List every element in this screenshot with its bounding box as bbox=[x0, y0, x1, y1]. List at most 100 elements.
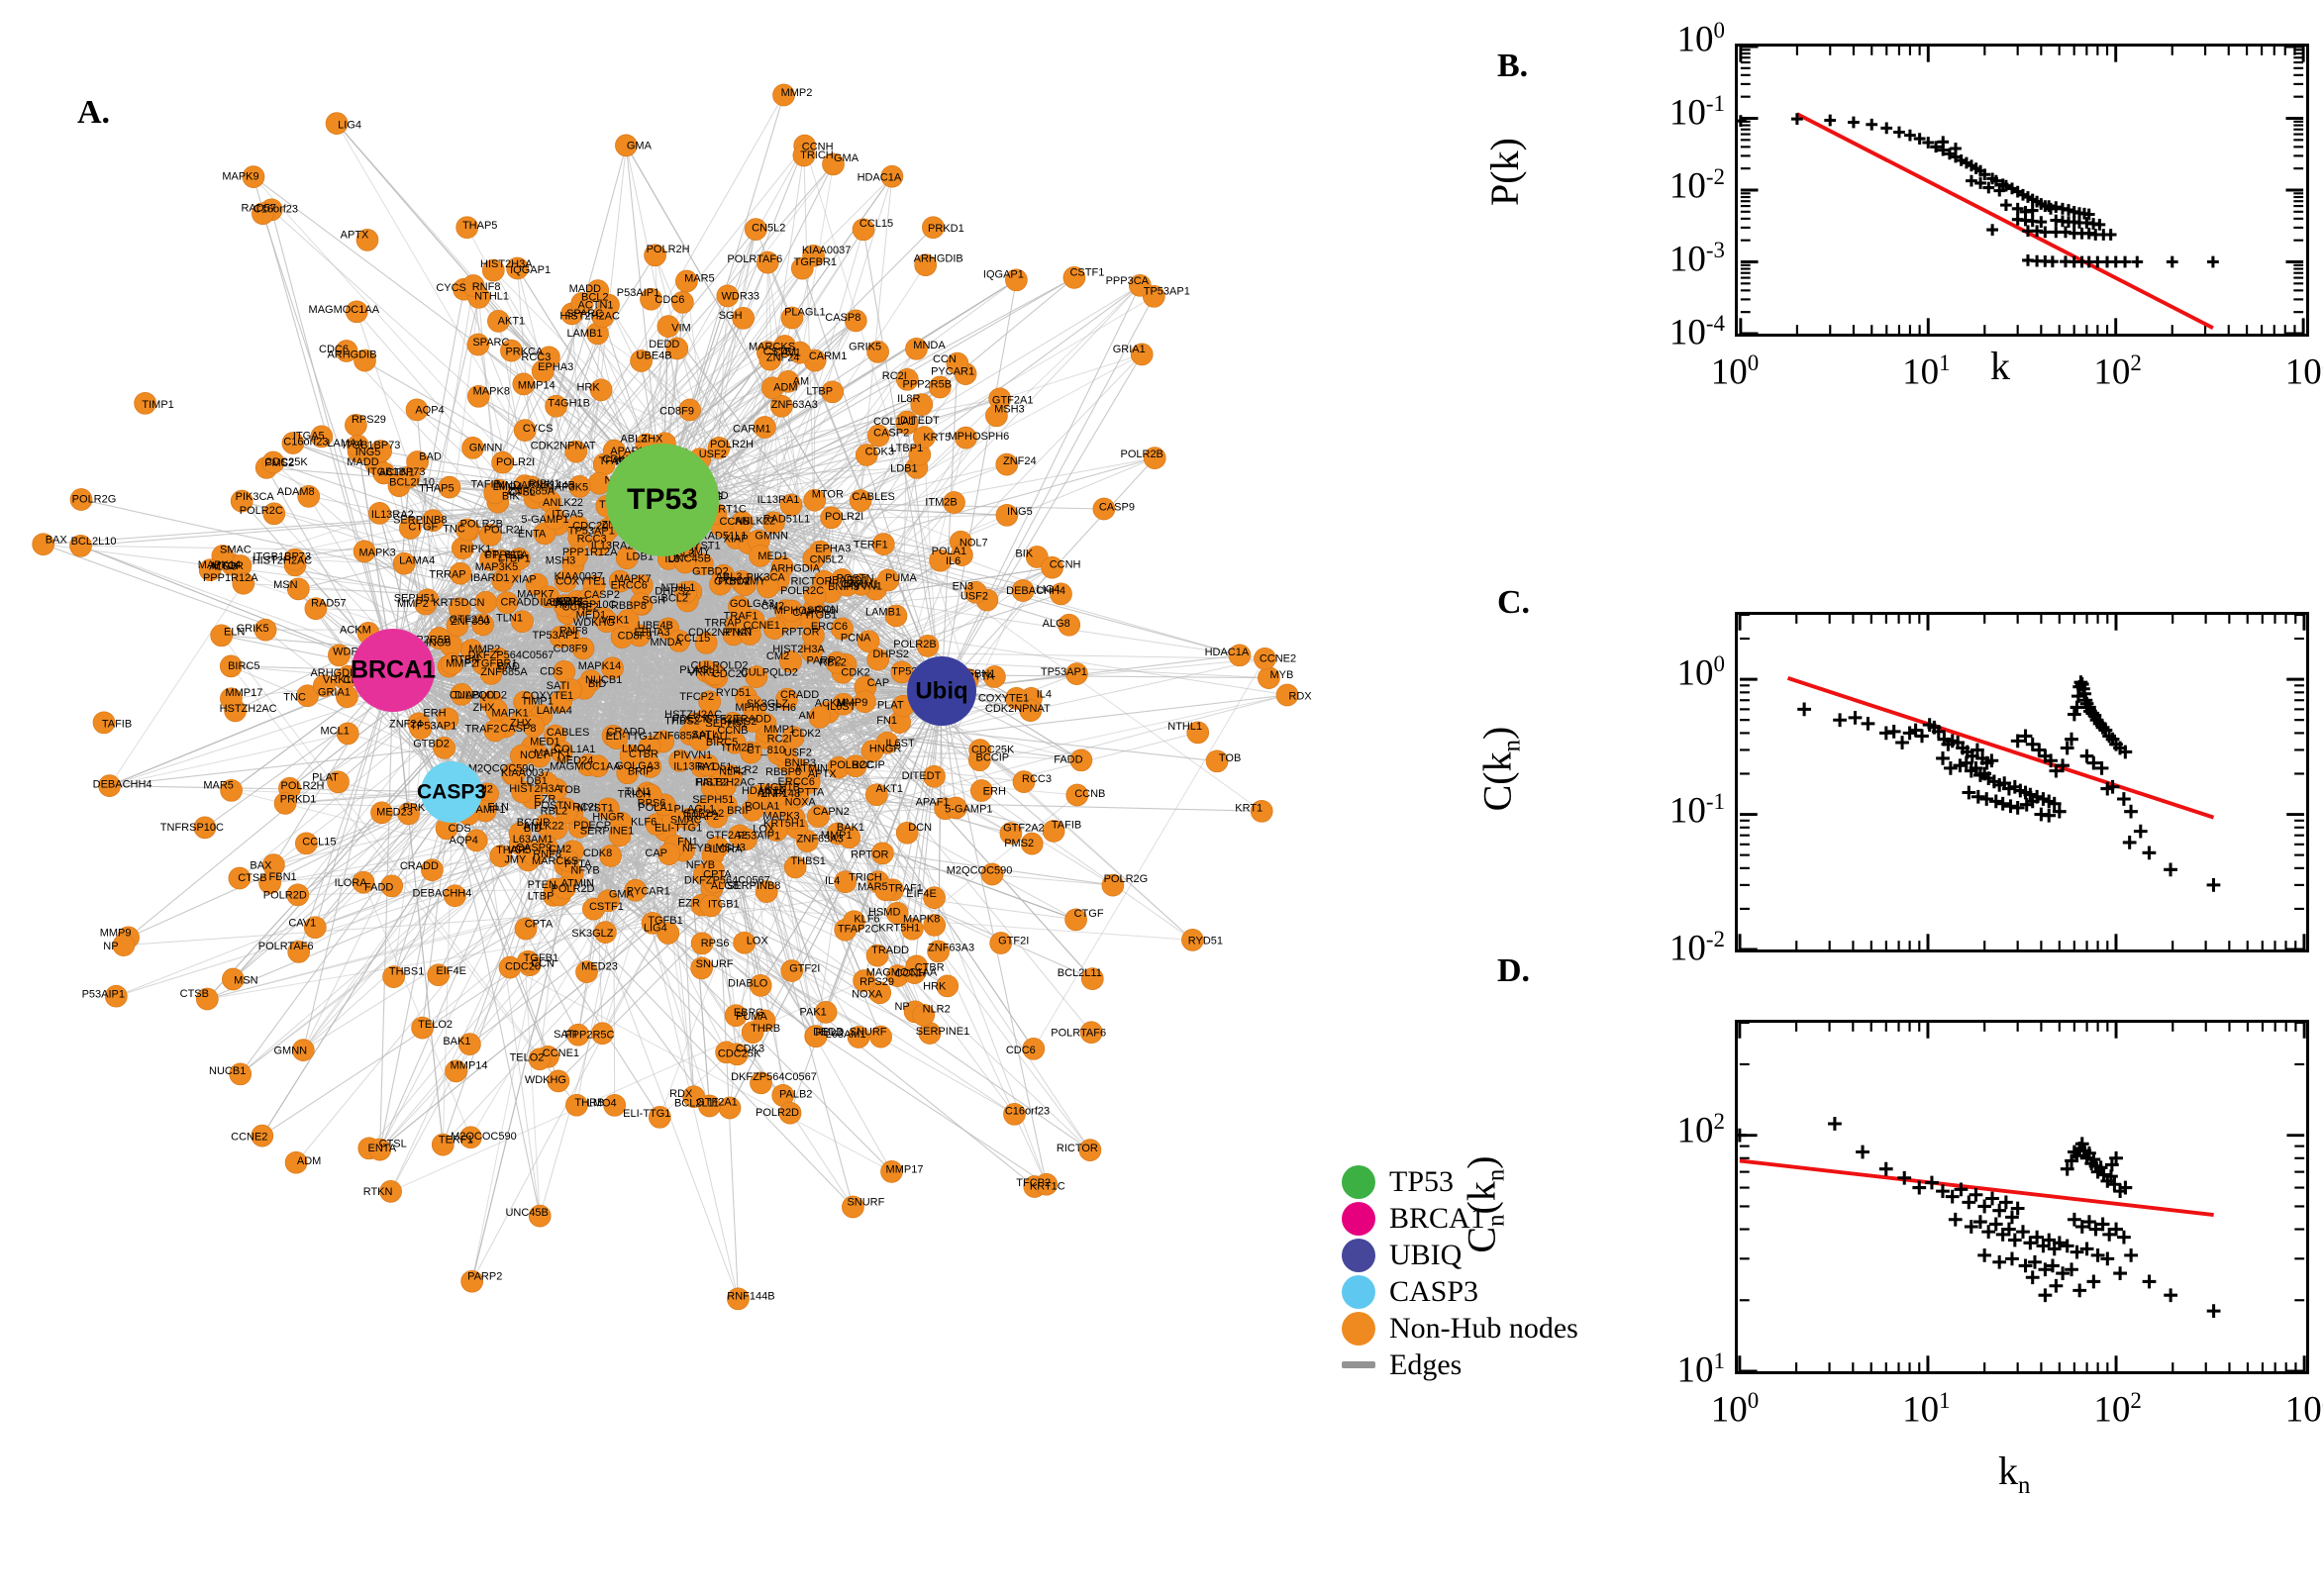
network-node[interactable] bbox=[922, 216, 945, 240]
network-node[interactable] bbox=[382, 965, 405, 988]
network-node[interactable] bbox=[677, 808, 700, 831]
network-node[interactable] bbox=[595, 610, 619, 634]
network-node[interactable] bbox=[513, 419, 537, 442]
network-node[interactable] bbox=[955, 426, 977, 449]
network-node[interactable] bbox=[630, 349, 653, 372]
network-node[interactable] bbox=[778, 1101, 802, 1125]
network-node[interactable] bbox=[648, 1105, 671, 1129]
network-node[interactable] bbox=[466, 333, 490, 356]
network-node[interactable] bbox=[866, 341, 889, 363]
network-node[interactable] bbox=[553, 876, 576, 900]
network-node[interactable] bbox=[397, 802, 420, 826]
network-node[interactable] bbox=[438, 475, 461, 499]
network-node[interactable] bbox=[781, 726, 805, 748]
network-node[interactable] bbox=[844, 309, 867, 333]
network-node[interactable] bbox=[367, 502, 391, 525]
network-node[interactable] bbox=[69, 488, 93, 511]
network-node[interactable] bbox=[698, 690, 722, 714]
network-node[interactable] bbox=[586, 754, 610, 778]
network-node[interactable] bbox=[912, 426, 936, 449]
network-node[interactable] bbox=[615, 134, 638, 157]
network-node[interactable] bbox=[253, 618, 277, 642]
network-node[interactable] bbox=[446, 614, 469, 638]
network-node[interactable] bbox=[261, 450, 285, 474]
network-node[interactable] bbox=[228, 866, 252, 890]
network-node[interactable] bbox=[668, 748, 692, 772]
network-node[interactable] bbox=[220, 778, 243, 802]
network-node[interactable] bbox=[980, 862, 1004, 886]
network-node[interactable] bbox=[589, 378, 613, 402]
network-node[interactable] bbox=[427, 963, 451, 987]
network-node[interactable] bbox=[733, 573, 757, 596]
network-node[interactable] bbox=[1011, 579, 1035, 602]
network-node[interactable] bbox=[753, 1009, 776, 1033]
network-node[interactable] bbox=[222, 967, 245, 991]
network-node[interactable] bbox=[780, 599, 803, 623]
network-node[interactable] bbox=[695, 797, 719, 820]
network-node[interactable] bbox=[483, 481, 506, 505]
network-node[interactable] bbox=[690, 932, 714, 955]
network-node[interactable] bbox=[967, 748, 991, 772]
network-node[interactable] bbox=[535, 771, 558, 795]
network-node[interactable] bbox=[895, 410, 919, 434]
network-node[interactable] bbox=[304, 597, 328, 621]
network-node[interactable] bbox=[869, 1025, 892, 1048]
network-node[interactable] bbox=[409, 717, 433, 740]
network-node[interactable] bbox=[690, 956, 713, 980]
network-node[interactable] bbox=[610, 626, 634, 648]
network-node[interactable] bbox=[874, 878, 897, 902]
network-node[interactable] bbox=[252, 202, 274, 226]
network-node[interactable] bbox=[591, 1022, 614, 1046]
network-node[interactable] bbox=[577, 587, 601, 611]
network-node[interactable] bbox=[1058, 613, 1081, 637]
network-node[interactable] bbox=[731, 511, 754, 534]
network-node[interactable] bbox=[699, 894, 723, 918]
network-node[interactable] bbox=[749, 545, 771, 567]
network-node[interactable] bbox=[597, 889, 620, 913]
network-node[interactable] bbox=[198, 558, 222, 582]
network-node[interactable] bbox=[750, 1071, 772, 1095]
network-node[interactable] bbox=[843, 910, 865, 934]
network-node[interactable] bbox=[624, 878, 648, 902]
network-node[interactable] bbox=[545, 394, 567, 418]
network-node[interactable] bbox=[728, 595, 751, 619]
network-node[interactable] bbox=[559, 678, 582, 701]
network-node[interactable] bbox=[836, 573, 858, 597]
network-node[interactable] bbox=[951, 544, 973, 566]
network-node[interactable] bbox=[884, 604, 908, 628]
network-node[interactable] bbox=[511, 780, 534, 804]
network-node[interactable] bbox=[455, 518, 478, 542]
network-node[interactable] bbox=[92, 711, 116, 735]
network-node[interactable] bbox=[441, 652, 464, 675]
network-node[interactable] bbox=[656, 315, 680, 338]
network-node[interactable] bbox=[283, 548, 307, 571]
network-node[interactable] bbox=[478, 524, 502, 547]
network-node[interactable] bbox=[511, 610, 534, 634]
network-node[interactable] bbox=[568, 475, 591, 498]
network-node[interactable] bbox=[1130, 343, 1154, 366]
network-node[interactable] bbox=[721, 712, 745, 735]
network-node[interactable] bbox=[485, 698, 508, 722]
network-node[interactable] bbox=[601, 656, 624, 680]
network-node[interactable] bbox=[735, 828, 758, 851]
network-node[interactable] bbox=[707, 437, 731, 459]
network-node[interactable] bbox=[804, 1025, 828, 1048]
network-node[interactable] bbox=[995, 452, 1019, 476]
network-node[interactable] bbox=[702, 858, 725, 882]
network-node[interactable] bbox=[1005, 687, 1028, 710]
network-node[interactable] bbox=[325, 112, 349, 135]
network-node[interactable] bbox=[842, 1195, 864, 1219]
network-node[interactable] bbox=[230, 489, 253, 513]
network-node[interactable] bbox=[491, 450, 514, 474]
network-node[interactable] bbox=[605, 727, 629, 750]
network-node[interactable] bbox=[757, 575, 779, 599]
network-node[interactable] bbox=[1181, 929, 1204, 951]
network-node[interactable] bbox=[608, 824, 632, 848]
network-node[interactable] bbox=[629, 592, 653, 616]
network-node[interactable] bbox=[368, 1138, 392, 1161]
network-node[interactable] bbox=[296, 684, 319, 708]
network-node[interactable] bbox=[570, 291, 594, 315]
network-node[interactable] bbox=[597, 797, 620, 821]
network-node[interactable] bbox=[802, 244, 825, 267]
network-node[interactable] bbox=[273, 792, 297, 815]
